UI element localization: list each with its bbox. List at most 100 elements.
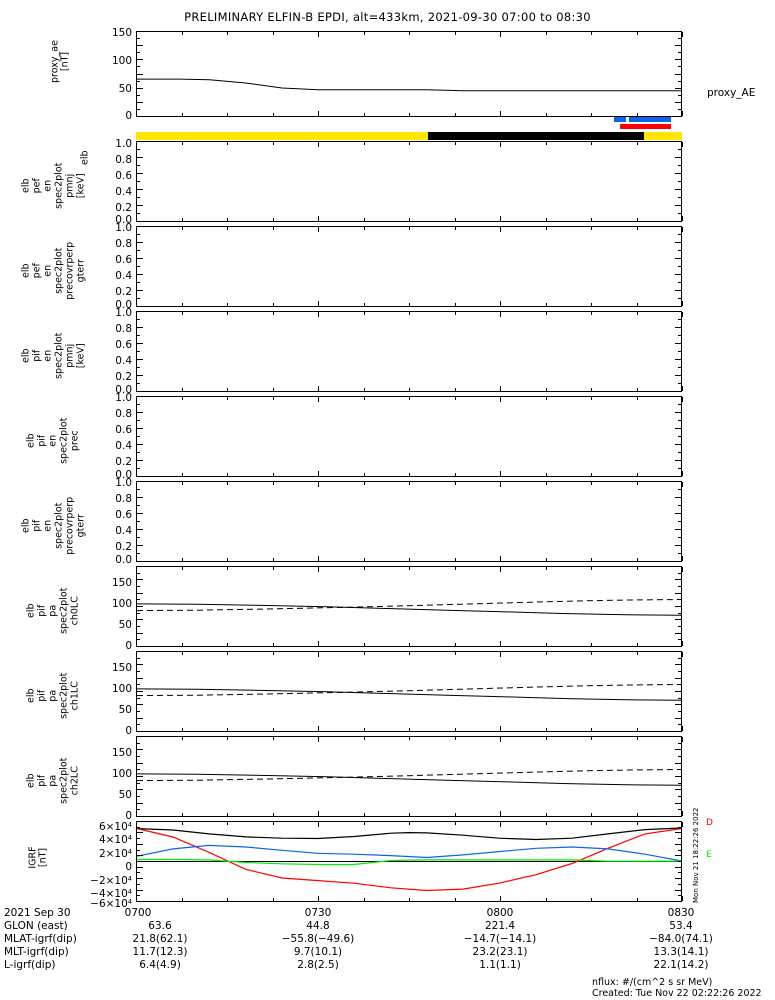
tick-mark [137,553,140,554]
ytick: 0.2 [115,456,132,468]
tick-mark [227,227,228,230]
tick-mark [500,312,501,317]
tick-mark [137,221,143,222]
tick-mark [273,652,274,655]
tick-mark [318,896,319,901]
tick-mark [273,32,274,35]
ytick: 0.8 [115,408,132,420]
panel-pif-en-prec [136,396,682,477]
tick-mark [364,652,365,655]
tick-mark [675,803,681,804]
tick-mark [591,482,592,485]
tick-mark [678,756,681,757]
tick-mark [137,776,143,777]
ytick: 0.2 [115,371,132,383]
tick-mark [675,311,681,312]
tick-mark [137,756,140,757]
tick-mark [137,639,140,640]
axis-title-line: pif [36,689,48,702]
tick-mark [137,404,140,405]
panel-pif-en-pmnj [136,311,682,392]
tick-mark [137,573,140,574]
tick-mark [455,482,456,485]
tick-mark [455,218,456,221]
tick-mark [137,718,143,719]
tick-mark [546,482,547,485]
tick-mark [364,813,365,816]
tick-mark [409,397,410,400]
tick-mark [675,327,681,328]
tick-mark [318,397,319,402]
ytick: −4×10⁴ [90,888,132,900]
tick-mark [137,298,140,299]
tick-mark [137,626,140,627]
tick-mark [678,827,681,828]
tick-mark [137,803,143,804]
tick-mark [227,567,228,570]
tick-mark [318,556,319,561]
tick-mark [137,359,143,360]
tick-mark [137,691,143,692]
tick-mark [675,343,681,344]
tick-mark [678,213,681,214]
tick-mark [137,45,143,46]
tick-mark [678,698,681,699]
tick-mark [137,351,140,352]
axis-title-line: pa [47,774,59,787]
tick-mark [591,813,592,816]
tick-mark [364,388,365,391]
tick-mark [409,652,410,655]
ytick: 0 [125,861,132,873]
tick-mark [137,736,143,737]
axis-title-line: elb [20,178,32,194]
axis-title-line: [keV] [75,343,87,369]
axis-title-line: spec2plot [53,162,65,209]
tick-mark [675,844,681,845]
tick-mark [137,343,143,344]
blue-flag-bar-seg1 [614,117,626,122]
tick-mark [182,303,183,306]
tick-mark [678,586,681,587]
panel-pef-en-precovrperp [136,226,682,307]
col1-glon: 44.8 [306,920,330,932]
tick-mark [137,763,143,764]
tick-mark [675,561,681,562]
tick-mark [546,32,547,35]
row-label-glon: GLON (east) [4,920,68,932]
tick-mark [675,205,681,206]
panel-pif-en-prec-yticks: 1.0 0.8 0.6 0.4 0.2 0.0 [88,392,132,481]
tick-mark [678,684,681,685]
tick-mark [591,312,592,315]
tick-mark [675,116,681,117]
axis-title-line: [keV] [75,173,87,199]
tick-mark [637,652,638,655]
tick-mark [318,737,319,742]
tick-mark [409,813,410,816]
tick-mark [364,473,365,476]
tick-mark [675,428,681,429]
tick-mark [546,473,547,476]
tick-mark [137,890,143,891]
tick-mark [364,312,365,315]
axis-title-line: spec2plot [58,672,70,719]
tick-mark [591,218,592,221]
tick-mark [591,898,592,901]
tick-mark [137,827,140,828]
tick-mark [137,181,140,182]
tick-mark [455,813,456,816]
tick-mark [137,31,143,32]
tick-mark [675,718,681,719]
tick-mark [546,397,547,400]
tick-mark [500,216,501,221]
tick-mark [182,218,183,221]
tick-mark [675,290,681,291]
col0-mlat: 21.8(62.1) [132,933,188,945]
tick-mark [675,579,681,580]
tick-mark [273,482,274,485]
tick-mark [273,737,274,740]
tick-mark [678,319,681,320]
axis-title-line: ch0LC [69,596,81,626]
tick-mark [675,678,681,679]
row-label-mlt: MLT-igrf(dip) [4,946,69,958]
ytick: 0 [125,725,132,737]
